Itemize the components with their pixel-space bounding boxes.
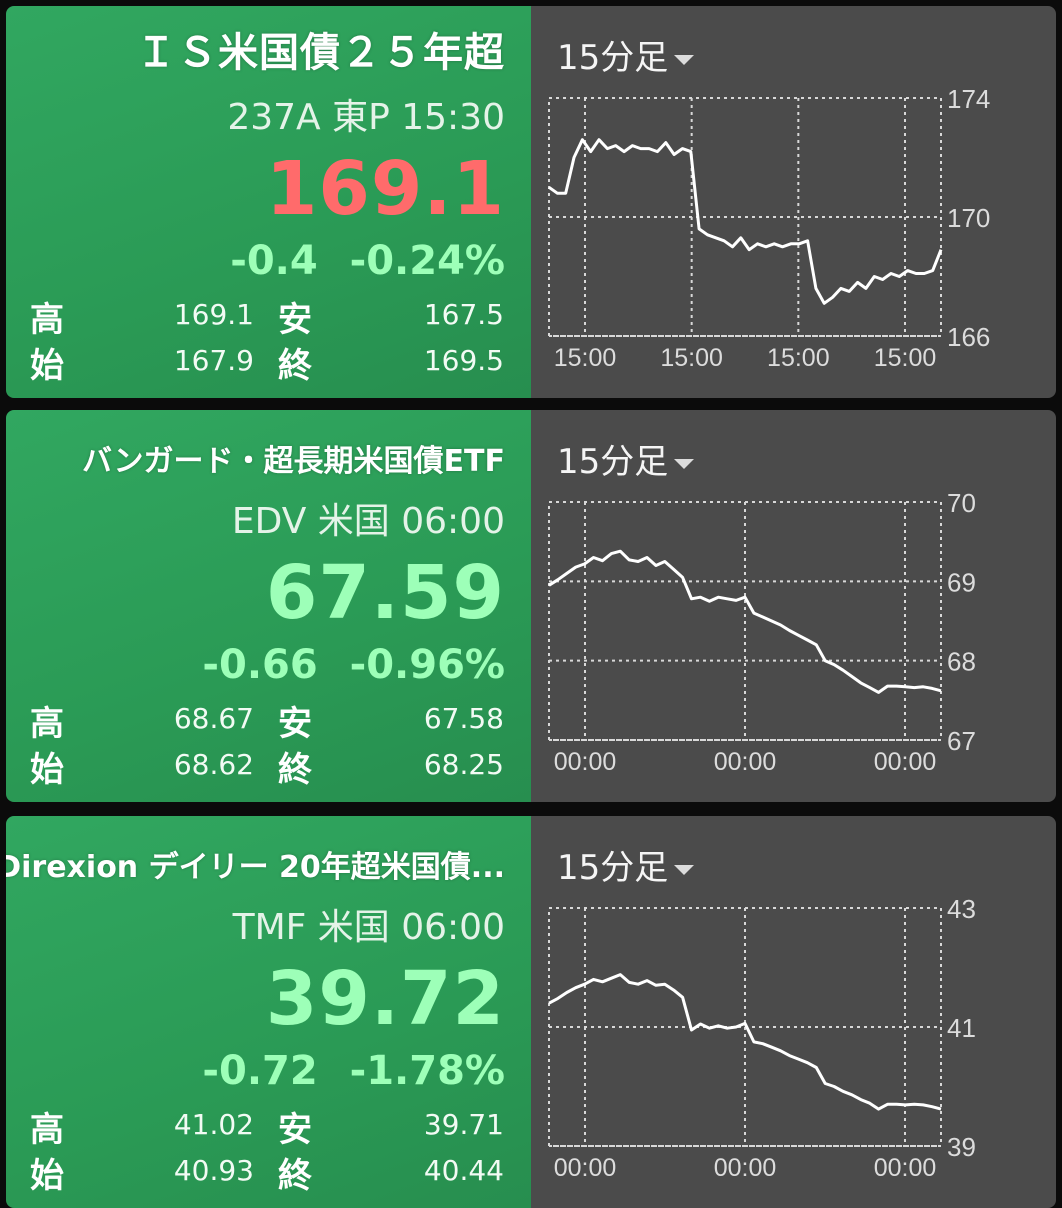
x-tick-label: 00:00 — [554, 1154, 617, 1182]
interval-label: 15分足 — [557, 38, 669, 78]
current-price: 67.59 — [265, 550, 505, 636]
close-label: 終 — [278, 346, 312, 386]
stock-name: Direxion デイリー 20年超米国債... — [6, 850, 505, 885]
high-label: 高 — [30, 704, 64, 744]
price-change: -0.66 -0.96% — [202, 642, 505, 688]
x-tick-label: 00:00 — [874, 748, 937, 776]
stock-card-is-25yr[interactable]: ＩＳ米国債２５年超 237A 東P 15:30 169.1 -0.4 -0.24… — [6, 6, 1056, 398]
current-price: 169.1 — [265, 146, 505, 232]
chart-panel[interactable]: 15分足 43 41 39 00:00 00:00 00:00 — [531, 816, 1056, 1208]
x-tick-label: 15:00 — [554, 344, 617, 372]
y-tick-label: 170 — [947, 203, 990, 233]
price-line — [548, 549, 942, 694]
y-tick-label: 166 — [947, 322, 990, 352]
x-tick-label: 15:00 — [660, 344, 723, 372]
change-percent: -0.24% — [349, 238, 505, 284]
open-value: 68.62 — [173, 748, 254, 781]
price-chart[interactable]: 43 41 39 00:00 00:00 00:00 — [531, 816, 1056, 1208]
stock-card-tmf[interactable]: Direxion デイリー 20年超米国債... TMF 米国 06:00 39… — [6, 816, 1056, 1208]
price-line — [548, 973, 942, 1111]
price-change: -0.72 -1.78% — [202, 1048, 505, 1094]
high-value: 68.67 — [173, 702, 254, 735]
chevron-down-icon — [674, 458, 695, 469]
change-value: -0.66 — [202, 642, 318, 688]
low-value: 67.58 — [423, 702, 504, 735]
x-tick-label: 15:00 — [874, 344, 937, 372]
x-tick-label: 00:00 — [714, 748, 777, 776]
open-label: 始 — [30, 750, 64, 790]
stock-name: バンガード・超長期米国債ETF — [82, 444, 505, 479]
change-percent: -1.78% — [349, 1048, 505, 1094]
high-label: 高 — [30, 1110, 64, 1150]
change-value: -0.72 — [202, 1048, 318, 1094]
interval-dropdown[interactable]: 15分足 — [557, 840, 695, 889]
low-label: 安 — [278, 300, 312, 340]
chart-panel[interactable]: 15分足 174 170 166 15:00 15:00 15:00 15:00 — [531, 6, 1056, 398]
low-value: 39.71 — [423, 1108, 504, 1141]
low-label: 安 — [278, 1110, 312, 1150]
change-value: -0.4 — [230, 238, 318, 284]
close-value: 40.44 — [423, 1154, 504, 1187]
y-tick-label: 70 — [947, 488, 976, 518]
interval-label: 15分足 — [557, 442, 669, 482]
close-value: 68.25 — [423, 748, 504, 781]
interval-dropdown[interactable]: 15分足 — [557, 434, 695, 483]
stock-meta: EDV 米国 06:00 — [231, 501, 505, 542]
stock-card-edv[interactable]: バンガード・超長期米国債ETF EDV 米国 06:00 67.59 -0.66… — [6, 410, 1056, 802]
interval-dropdown[interactable]: 15分足 — [557, 30, 695, 79]
change-percent: -0.96% — [349, 642, 505, 688]
stock-meta: TMF 米国 06:00 — [232, 907, 505, 948]
open-label: 始 — [30, 346, 64, 386]
stock-name: ＩＳ米国債２５年超 — [136, 30, 505, 76]
x-tick-label: 15:00 — [767, 344, 830, 372]
high-value: 41.02 — [173, 1108, 254, 1141]
current-price: 39.72 — [265, 956, 505, 1042]
low-value: 167.5 — [423, 298, 504, 331]
x-tick-label: 00:00 — [554, 748, 617, 776]
high-value: 169.1 — [173, 298, 254, 331]
stock-meta: 237A 東P 15:30 — [227, 97, 505, 138]
y-tick-label: 41 — [947, 1013, 976, 1043]
y-tick-label: 43 — [947, 894, 976, 924]
y-tick-label: 67 — [947, 726, 976, 756]
price-chart[interactable]: 70 69 68 67 00:00 00:00 00:00 — [531, 410, 1056, 802]
quote-panel[interactable]: バンガード・超長期米国債ETF EDV 米国 06:00 67.59 -0.66… — [6, 410, 531, 802]
open-label: 始 — [30, 1156, 64, 1196]
quote-panel[interactable]: Direxion デイリー 20年超米国債... TMF 米国 06:00 39… — [6, 816, 531, 1208]
chevron-down-icon — [674, 864, 695, 875]
close-label: 終 — [278, 750, 312, 790]
open-value: 167.9 — [173, 344, 254, 377]
y-tick-label: 174 — [947, 84, 990, 114]
x-tick-label: 00:00 — [714, 1154, 777, 1182]
open-value: 40.93 — [173, 1154, 254, 1187]
price-change: -0.4 -0.24% — [230, 238, 505, 284]
price-line — [548, 138, 943, 305]
close-label: 終 — [278, 1156, 312, 1196]
y-tick-label: 69 — [947, 567, 976, 597]
close-value: 169.5 — [423, 344, 504, 377]
high-label: 高 — [30, 300, 64, 340]
y-tick-label: 68 — [947, 647, 976, 677]
quote-panel[interactable]: ＩＳ米国債２５年超 237A 東P 15:30 169.1 -0.4 -0.24… — [6, 6, 531, 398]
interval-label: 15分足 — [557, 848, 669, 888]
y-tick-label: 39 — [947, 1132, 976, 1162]
low-label: 安 — [278, 704, 312, 744]
x-tick-label: 00:00 — [874, 1154, 937, 1182]
price-chart[interactable]: 174 170 166 15:00 15:00 15:00 15:00 — [531, 6, 1056, 398]
chart-panel[interactable]: 15分足 70 69 68 67 00:00 00:00 00:00 — [531, 410, 1056, 802]
chevron-down-icon — [674, 54, 695, 65]
